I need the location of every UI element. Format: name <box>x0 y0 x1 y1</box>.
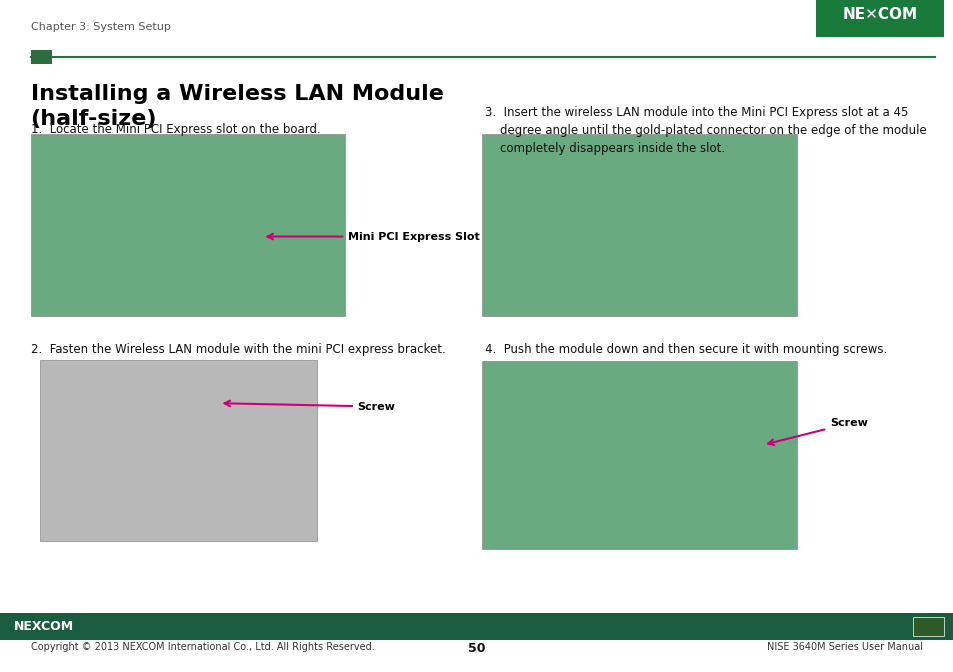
Text: 1.  Locate the Mini PCI Express slot on the board.: 1. Locate the Mini PCI Express slot on t… <box>30 123 320 136</box>
Bar <box>0 613 953 640</box>
Text: NEXCOM: NEXCOM <box>14 620 74 633</box>
Text: 4.  Push the module down and then secure it with mounting screws.: 4. Push the module down and then secure … <box>484 343 886 355</box>
Text: Mini PCI Express Slot: Mini PCI Express Slot <box>267 232 479 241</box>
Bar <box>912 617 943 636</box>
Text: Installing a Wireless LAN Module
(half-size): Installing a Wireless LAN Module (half-s… <box>30 84 443 129</box>
Text: NISE 3640M Series User Manual: NISE 3640M Series User Manual <box>766 642 923 653</box>
Bar <box>30 50 51 64</box>
Text: Screw: Screw <box>767 419 867 445</box>
Text: 3.  Insert the wireless LAN module into the Mini PCI Express slot at a 45
    de: 3. Insert the wireless LAN module into t… <box>484 106 925 155</box>
Text: Copyright © 2013 NEXCOM International Co., Ltd. All Rights Reserved.: Copyright © 2013 NEXCOM International Co… <box>30 642 374 653</box>
Bar <box>481 134 796 316</box>
Text: 50: 50 <box>468 642 485 655</box>
Text: Screw: Screw <box>224 401 395 411</box>
Bar <box>481 361 796 549</box>
Text: NE✕COM: NE✕COM <box>841 7 917 22</box>
Text: 2.  Fasten the Wireless LAN module with the mini PCI express bracket.: 2. Fasten the Wireless LAN module with t… <box>30 343 445 355</box>
Bar <box>30 134 345 316</box>
Bar <box>40 360 316 541</box>
Bar <box>815 0 943 37</box>
Text: Chapter 3: System Setup: Chapter 3: System Setup <box>30 22 171 32</box>
